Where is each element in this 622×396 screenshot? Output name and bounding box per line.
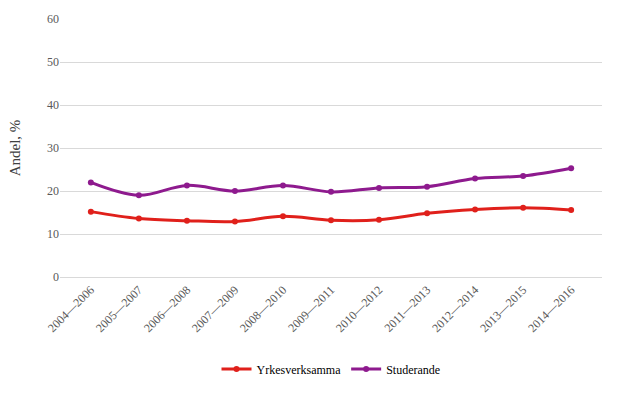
svg-text:30: 30	[47, 141, 59, 155]
svg-text:2008—2010: 2008—2010	[237, 283, 289, 335]
svg-text:20: 20	[47, 184, 59, 198]
svg-text:Yrkesverksamma: Yrkesverksamma	[257, 363, 342, 377]
svg-text:2004—2006: 2004—2006	[45, 283, 97, 335]
svg-text:Andel, %: Andel, %	[7, 120, 23, 177]
svg-text:2010—2012: 2010—2012	[333, 283, 385, 335]
svg-text:2005—2007: 2005—2007	[93, 283, 145, 335]
svg-text:2014—2016: 2014—2016	[525, 283, 577, 335]
svg-text:40: 40	[47, 98, 59, 112]
svg-text:2012—2014: 2012—2014	[429, 283, 481, 335]
svg-text:60: 60	[47, 12, 59, 26]
svg-text:0: 0	[53, 270, 59, 284]
svg-text:2007—2009: 2007—2009	[189, 283, 241, 335]
svg-text:50: 50	[47, 55, 59, 69]
svg-text:2011—2013: 2011—2013	[381, 283, 433, 335]
svg-text:2013—2015: 2013—2015	[477, 283, 529, 335]
svg-text:2009—2011: 2009—2011	[285, 283, 337, 335]
svg-text:2006—2008: 2006—2008	[141, 283, 193, 335]
svg-text:10: 10	[47, 227, 59, 241]
svg-text:Studerande: Studerande	[386, 363, 440, 377]
